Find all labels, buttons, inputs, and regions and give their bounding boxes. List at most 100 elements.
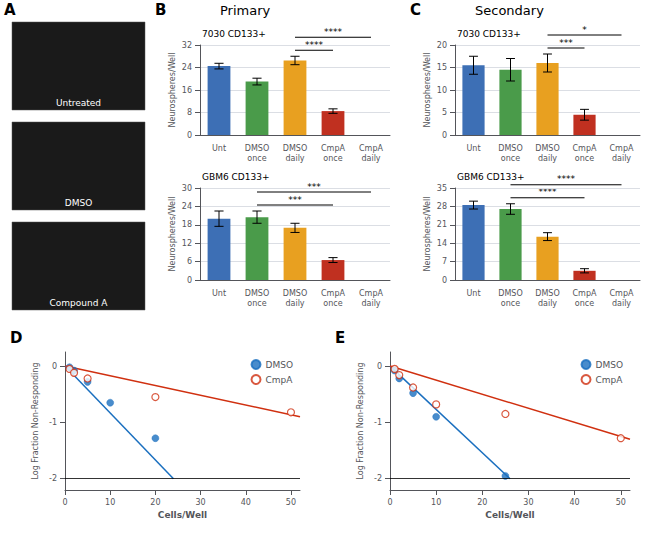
svg-text:once: once <box>575 154 594 163</box>
svg-text:7030 CD133+: 7030 CD133+ <box>202 29 266 39</box>
svg-text:6: 6 <box>187 257 192 266</box>
svg-text:D: D <box>10 329 22 347</box>
svg-text:once: once <box>323 299 342 308</box>
svg-text:C: C <box>410 1 421 19</box>
svg-text:GBM6 CD133+: GBM6 CD133+ <box>202 172 269 182</box>
svg-text:daily: daily <box>538 154 557 163</box>
svg-text:DMSO: DMSO <box>535 144 559 153</box>
svg-text:****: **** <box>324 27 343 37</box>
svg-text:DMSO: DMSO <box>283 289 307 298</box>
svg-text:once: once <box>247 154 266 163</box>
svg-text:32: 32 <box>182 41 192 50</box>
svg-text:CmpA: CmpA <box>359 144 383 153</box>
svg-text:***: *** <box>288 195 302 205</box>
svg-text:DMSO: DMSO <box>266 360 294 370</box>
svg-text:7030 CD133+: 7030 CD133+ <box>457 29 521 39</box>
svg-text:B: B <box>155 1 166 19</box>
svg-text:daily: daily <box>612 154 631 163</box>
svg-text:-1: -1 <box>49 418 57 427</box>
svg-text:DMSO: DMSO <box>498 289 522 298</box>
svg-text:28: 28 <box>437 202 447 211</box>
svg-text:Unt: Unt <box>466 144 480 153</box>
svg-text:daily: daily <box>538 299 557 308</box>
svg-text:E: E <box>335 329 345 347</box>
svg-text:CmpA: CmpA <box>573 144 597 153</box>
svg-text:daily: daily <box>285 154 304 163</box>
svg-text:Secondary: Secondary <box>475 3 544 18</box>
svg-text:Neurospheres/Well: Neurospheres/Well <box>168 197 177 272</box>
svg-text:20: 20 <box>150 498 160 507</box>
svg-text:Untreated: Untreated <box>56 98 101 108</box>
svg-text:once: once <box>575 299 594 308</box>
svg-text:50: 50 <box>616 498 626 507</box>
svg-text:30: 30 <box>195 498 205 507</box>
svg-text:10: 10 <box>437 86 447 95</box>
svg-text:12: 12 <box>182 239 192 248</box>
svg-text:Unt: Unt <box>212 289 226 298</box>
svg-text:DMSO: DMSO <box>283 144 307 153</box>
svg-text:Neurospheres/Well: Neurospheres/Well <box>423 197 432 272</box>
svg-text:Cells/Well: Cells/Well <box>485 510 534 520</box>
svg-text:*: * <box>582 25 587 35</box>
svg-text:0: 0 <box>62 498 67 507</box>
svg-text:CmpA: CmpA <box>321 289 345 298</box>
svg-text:once: once <box>501 154 520 163</box>
svg-text:0: 0 <box>387 498 392 507</box>
svg-text:Primary: Primary <box>220 3 271 18</box>
svg-text:Log Fraction Non-Responding: Log Fraction Non-Responding <box>356 363 365 480</box>
svg-text:GBM6 CD133+: GBM6 CD133+ <box>457 172 524 182</box>
svg-text:daily: daily <box>361 154 380 163</box>
svg-text:21: 21 <box>437 220 447 229</box>
svg-text:Log Fraction Non-Responding: Log Fraction Non-Responding <box>31 363 40 480</box>
svg-text:20: 20 <box>437 41 447 50</box>
svg-text:****: **** <box>305 40 324 50</box>
svg-text:-2: -2 <box>374 474 382 483</box>
svg-text:CmpA: CmpA <box>610 144 634 153</box>
svg-text:0: 0 <box>187 131 192 140</box>
svg-text:0: 0 <box>442 131 447 140</box>
svg-text:DMSO: DMSO <box>535 289 559 298</box>
svg-text:once: once <box>323 154 342 163</box>
svg-text:DMSO: DMSO <box>498 144 522 153</box>
svg-text:Cells/Well: Cells/Well <box>158 510 207 520</box>
svg-text:-2: -2 <box>49 474 57 483</box>
svg-text:0: 0 <box>52 362 57 371</box>
svg-text:***: *** <box>307 182 321 192</box>
svg-text:35: 35 <box>437 184 447 193</box>
svg-text:14: 14 <box>437 239 447 248</box>
svg-text:CmpA: CmpA <box>321 144 345 153</box>
svg-text:10: 10 <box>431 498 441 507</box>
svg-text:8: 8 <box>187 108 192 117</box>
svg-text:0: 0 <box>442 276 447 285</box>
svg-text:daily: daily <box>612 299 631 308</box>
svg-text:24: 24 <box>182 202 192 211</box>
svg-text:once: once <box>501 299 520 308</box>
svg-text:10: 10 <box>105 498 115 507</box>
svg-text:Neurospheres/Well: Neurospheres/Well <box>168 53 177 128</box>
svg-text:24: 24 <box>182 63 192 72</box>
svg-text:daily: daily <box>285 299 304 308</box>
svg-text:18: 18 <box>182 220 192 229</box>
svg-text:CmpA: CmpA <box>573 289 597 298</box>
svg-text:20: 20 <box>477 498 487 507</box>
svg-text:50: 50 <box>286 498 296 507</box>
svg-text:30: 30 <box>182 184 192 193</box>
svg-text:40: 40 <box>570 498 580 507</box>
svg-text:DMSO: DMSO <box>65 198 93 208</box>
svg-text:CmpA: CmpA <box>266 375 294 385</box>
svg-text:15: 15 <box>437 63 447 72</box>
svg-text:16: 16 <box>182 86 192 95</box>
svg-text:daily: daily <box>361 299 380 308</box>
svg-text:CmpA: CmpA <box>610 289 634 298</box>
svg-text:DMSO: DMSO <box>245 144 269 153</box>
svg-text:30: 30 <box>523 498 533 507</box>
svg-text:Unt: Unt <box>466 289 480 298</box>
svg-text:40: 40 <box>241 498 251 507</box>
svg-text:Compound A: Compound A <box>50 298 109 308</box>
svg-text:once: once <box>247 299 266 308</box>
svg-text:5: 5 <box>442 108 447 117</box>
svg-text:****: **** <box>557 174 576 184</box>
svg-text:Unt: Unt <box>212 144 226 153</box>
svg-text:A: A <box>4 1 16 19</box>
svg-text:-1: -1 <box>374 418 382 427</box>
